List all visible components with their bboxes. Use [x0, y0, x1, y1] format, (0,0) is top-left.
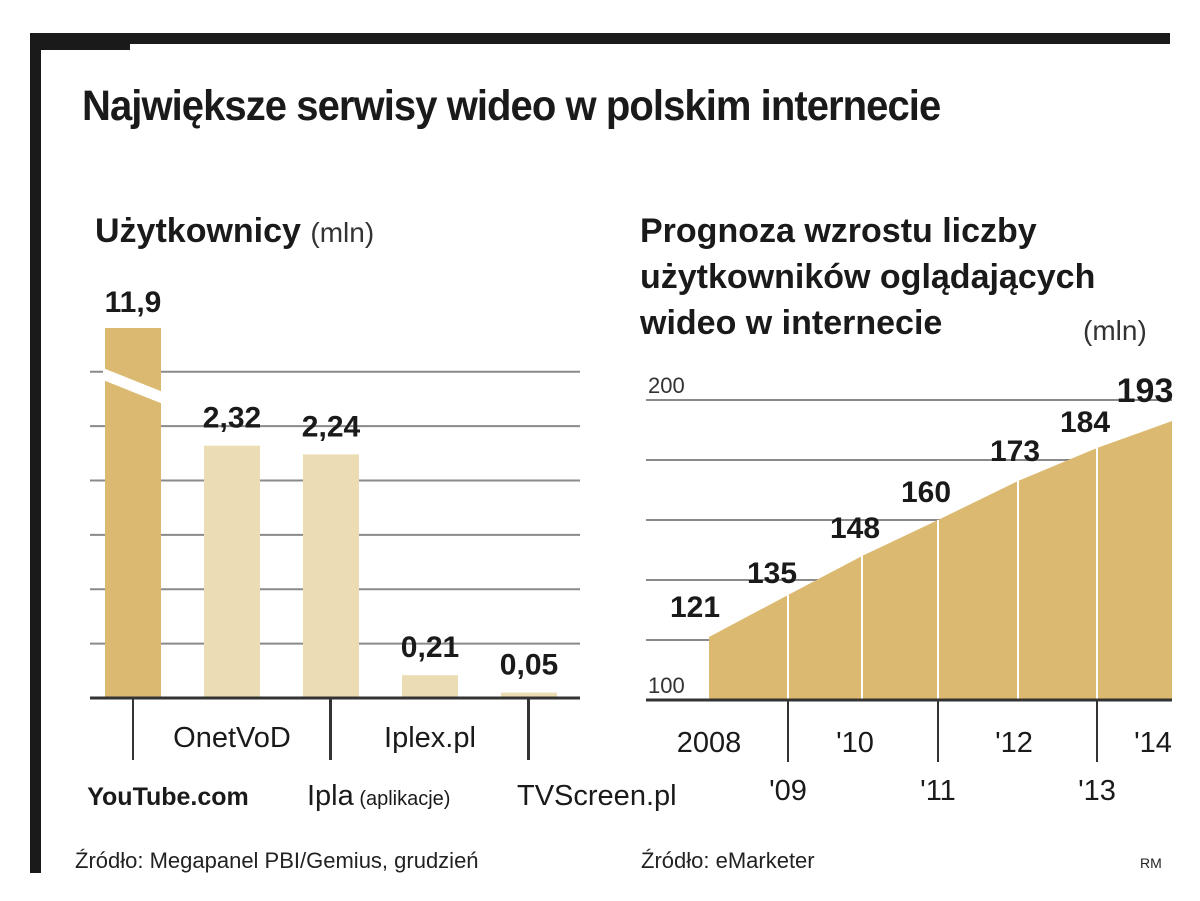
area-value-label: 121: [670, 591, 720, 624]
area-xtick-label: '13: [1078, 775, 1116, 807]
area-value-label: 193: [1117, 372, 1174, 410]
area-value-label: 148: [830, 512, 880, 545]
area-xtick-label: '14: [1134, 727, 1172, 759]
bar-value-label: 11,9: [105, 286, 162, 319]
bar-onetvod: [204, 445, 260, 698]
category-name: Iplex.pl: [384, 722, 476, 754]
area-xtick-label: '12: [995, 727, 1033, 759]
left-source: Źródło: Megapanel PBI/Gemius, grudzień: [75, 848, 479, 873]
category-name: YouTube.com: [87, 783, 249, 811]
area-value-label: 135: [747, 557, 797, 590]
frame-top-rule: [30, 33, 1170, 44]
area-value-label: 184: [1060, 406, 1110, 439]
area-xtick-label: '11: [920, 775, 956, 807]
area-value-label: 160: [901, 476, 951, 509]
category-label: Iplex.pl: [384, 722, 476, 754]
bar-iplex-pl: [402, 675, 458, 698]
category-label: Ipla (aplikacje): [307, 780, 450, 812]
category-name: Ipla: [307, 780, 355, 812]
left-chart-unit: (mln): [310, 217, 375, 248]
frame-left-rule: [30, 33, 41, 873]
category-label: TVScreen.pl: [517, 780, 677, 812]
right-chart-title-text: Prognoza wzrostu liczby użytkowników ogl…: [640, 212, 1096, 342]
category-label: OnetVoD: [173, 722, 291, 754]
bar-axis-break: [103, 368, 163, 404]
bar-value-label: 0,05: [500, 649, 558, 682]
area-xtick-label: 2008: [677, 727, 742, 759]
right-source: Źródło: eMarketer: [641, 848, 815, 873]
right-chart-title: Prognoza wzrostu liczby użytkowników ogl…: [640, 208, 1180, 346]
bar-value-label: 2,24: [302, 410, 361, 443]
area-ytick-label: 200: [648, 373, 685, 398]
bar-value-label: 2,32: [203, 402, 261, 435]
category-name: OnetVoD: [173, 722, 291, 754]
area-ytick-label: 100: [648, 673, 685, 698]
frame-corner-tab: [30, 33, 130, 50]
category-label: YouTube.com: [87, 783, 249, 811]
category-name: TVScreen.pl: [517, 780, 677, 812]
left-chart-title-text: Użytkownicy: [95, 212, 301, 250]
bar-tvscreen-pl: [501, 692, 557, 698]
area-value-label: 173: [990, 435, 1040, 468]
area-xtick-label: '10: [836, 727, 874, 759]
bar-ipla: [303, 454, 359, 698]
page-title: Największe serwisy wideo w polskim inter…: [82, 82, 941, 130]
bar-value-label: 0,21: [401, 631, 459, 664]
area-xtick-label: '09: [769, 775, 807, 807]
category-note: (aplikacje): [354, 788, 451, 810]
credit: RM: [1140, 855, 1162, 871]
right-chart-unit: (mln): [1083, 315, 1147, 346]
area-fill: [709, 421, 1172, 700]
left-chart-title: Użytkownicy (mln): [95, 208, 374, 256]
